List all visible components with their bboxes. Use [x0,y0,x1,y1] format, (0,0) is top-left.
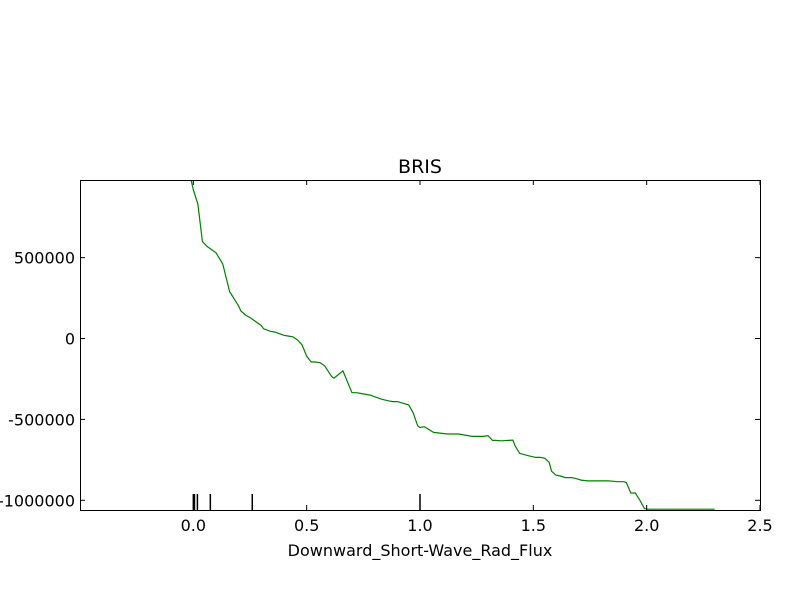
x-tick-label: 0.5 [294,516,319,535]
x-tick-label: 1.0 [407,516,432,535]
y-tick-label: -500000 [8,410,75,429]
x-axis-label: Downward_Short-Wave_Rad_Flux [288,541,553,561]
x-tick-label: 0.0 [181,516,206,535]
x-tick-label: 2.5 [747,516,772,535]
y-tick-label: -1000000 [0,491,75,510]
x-tick-label: 1.5 [521,516,546,535]
x-tick-label: 2.0 [634,516,659,535]
plot-area [190,180,715,510]
y-tick-label: 0 [65,330,75,349]
plot-frame [80,180,761,511]
axis-ticks: 0.0 0.5 1.0 1.5 2.0 2.5 500000 0 -500000 -1000000 [0,180,773,535]
y-tick-label: 500000 [14,249,75,268]
series-line [190,180,715,510]
chart-title: BRIS [398,156,442,178]
